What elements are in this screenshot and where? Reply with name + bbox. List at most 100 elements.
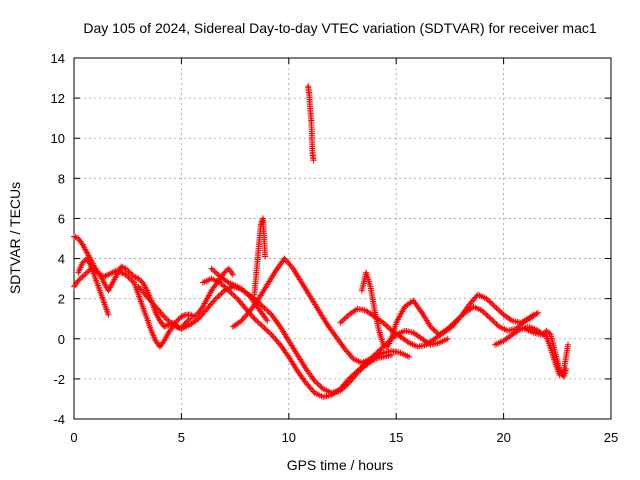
data-point [377,346,384,353]
data-point [222,268,229,275]
data-point [341,315,348,322]
data-point [257,301,264,308]
data-point [337,387,344,394]
data-point [123,272,130,279]
data-point [261,305,268,312]
data-point [254,318,261,325]
data-point [136,276,143,283]
data-point [135,275,142,282]
data-point [192,312,199,319]
data-point [128,276,135,283]
y-tick-label: 14 [51,51,65,66]
data-point [493,321,500,328]
data-point [161,313,168,320]
data-point [217,279,224,286]
x-tick-label: 0 [70,430,77,445]
data-point [82,270,89,277]
data-point [370,353,377,360]
y-tick-label: 6 [58,211,65,226]
data-point [221,283,228,290]
plot-frame [73,57,612,420]
data-point [454,316,461,323]
data-point [132,274,139,281]
grid [74,58,611,419]
data-point [105,271,112,278]
series-satellite-b [71,263,193,332]
data-point [119,264,126,271]
data-point [355,368,362,375]
data-point [162,315,169,322]
data-point [446,324,453,331]
data-point [267,330,274,337]
data-point [384,323,391,330]
data-point [406,353,413,360]
data-point [480,309,487,316]
series-satellite-h [251,215,269,298]
data-point [357,367,364,374]
data-point [224,286,231,293]
data-point [219,288,226,295]
data-point [161,323,168,330]
data-point [565,341,572,348]
data-point [194,311,201,318]
data-point [380,341,387,348]
data-point [224,278,231,285]
data-point [494,322,501,329]
data-point [218,280,225,287]
axis-ticks: 0 5 10 15 20 25 -4 -2 0 2 4 6 8 10 12 14 [51,51,619,445]
data-point [79,273,86,280]
data-point [376,347,383,354]
series-satellite-m [522,325,569,380]
data-point [341,383,348,390]
data-point [260,303,267,310]
data-point [493,305,500,312]
data-point [78,274,85,281]
data-point [118,263,125,270]
data-point [516,326,523,333]
data-point [494,306,501,313]
data-point [447,323,454,330]
data-point [490,318,497,325]
data-point [111,268,118,275]
data-point [367,355,374,362]
data-point [483,311,490,318]
data-point [449,321,456,328]
x-tick-label: 10 [282,430,296,445]
data-point [529,312,536,319]
data-point [264,307,271,314]
data-point [212,295,219,302]
data-point [383,322,390,329]
data-point [231,292,238,299]
data-point [229,271,236,278]
x-tick-label: 20 [496,430,510,445]
data-point [404,338,411,345]
data-point [340,385,347,392]
data-point [340,317,347,324]
data-point [344,381,351,388]
data-point [427,323,434,330]
x-axis-label: GPS time / hours [287,457,394,473]
data-point [481,310,488,317]
data-point [318,384,325,391]
data-point [131,273,138,280]
y-tick-label: 0 [58,332,65,347]
data-point [182,319,189,326]
data-point [83,269,90,276]
y-axis-label: SDTVAR / TECUs [7,182,23,294]
data-points [71,83,572,400]
data-point [232,294,239,301]
data-point [103,272,110,279]
series-satellite-a [71,233,236,350]
data-point [433,329,440,336]
series-satellite-d [135,283,271,332]
y-tick-label: 10 [51,131,65,146]
data-point [533,310,540,317]
data-point [543,327,550,334]
data-point [229,291,236,298]
data-point [227,288,234,295]
data-point [386,325,393,332]
data-point [126,269,133,276]
x-tick-label: 5 [178,430,185,445]
data-point [457,313,464,320]
